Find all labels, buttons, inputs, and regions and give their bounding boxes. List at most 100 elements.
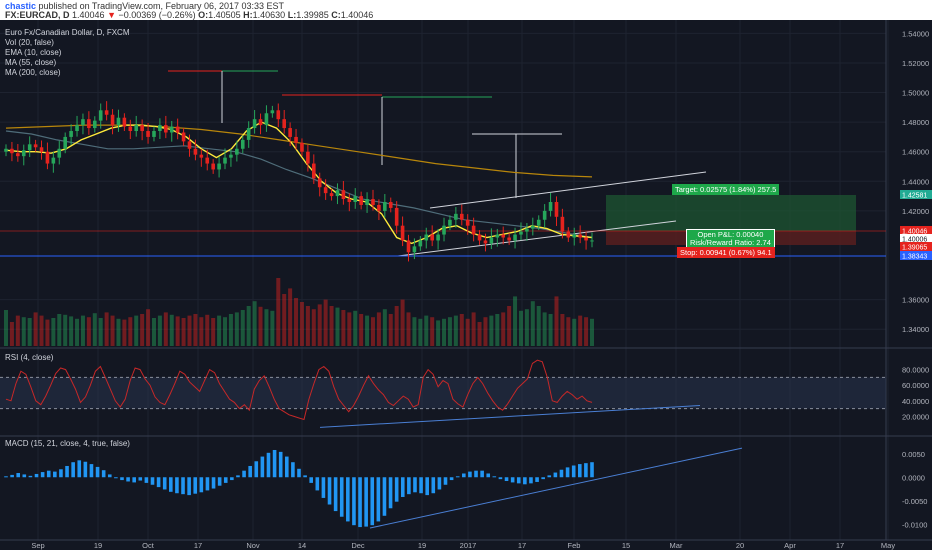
macd-legend[interactable]: MACD (15, 21, close, 4, true, false) [5,439,130,448]
legend-ma200[interactable]: MA (200, close) [5,68,61,77]
legend-title: Euro Fx/Canadian Dollar, D, FXCM [5,28,130,37]
candle-9 [57,148,62,158]
macd-bar-5 [34,473,39,478]
macd-bar-59 [364,477,368,527]
macd-bar-47 [291,462,295,478]
ema10-line [5,121,593,245]
candle-83 [495,234,500,238]
volume-bar-80 [477,322,482,346]
macd-bar-39 [242,470,246,478]
volume-bar-30 [181,318,186,346]
volume-bar-74 [442,318,447,346]
symbol-label: FX:EURCAD, D [5,10,70,20]
price-label-bg-1 [900,226,932,235]
volume-bar-10 [63,314,68,346]
volume-bar-86 [513,296,518,346]
candle-25 [152,131,156,137]
macd-bar-17 [107,474,112,478]
volume-bar-21 [128,317,133,346]
pane-separators [0,20,932,541]
volume-bar-6 [39,315,44,346]
time-tick-1: 19 [94,541,102,550]
volume-bar-9 [57,314,62,346]
author-link[interactable]: chastic [5,1,37,11]
open-label: O: [198,10,209,20]
macd-bar-23 [144,477,149,483]
macd-bar-37 [230,477,234,481]
candle-32 [193,148,198,155]
volume-bar-54 [323,299,328,346]
volume-bar-56 [335,307,340,346]
macd-bar-75 [462,473,466,478]
macd-bar-2 [16,473,21,478]
macd-bar-51 [315,477,320,491]
rsi-pane: 80.0000 60.0000 40.0000 20.0000 [0,359,929,428]
volume-bar-89 [530,301,535,346]
time-tick-5: 14 [298,541,306,550]
macd-bar-9 [59,469,63,478]
volume-bar-77 [459,314,464,346]
volume-bar-4 [27,318,32,346]
volume-bar-19 [116,318,121,346]
volume-bar-59 [353,310,358,346]
chart-area[interactable]: 80.0000 60.0000 40.0000 20.0000 0.0050 0.000… [0,20,932,550]
legend-ma55[interactable]: MA (55, close) [5,58,57,67]
volume-bar-61 [365,315,370,346]
macd-tick-2: -0.0050 [902,497,927,506]
candle-2 [16,153,20,157]
volume-bar-47 [282,294,287,346]
macd-bar-28 [175,477,179,494]
candle-59 [353,196,358,203]
macd-bar-48 [297,468,301,478]
macd-bar-69 [425,477,429,496]
volume-bar-39 [234,312,239,346]
volume-bar-38 [228,314,233,346]
macd-bar-57 [352,477,356,526]
volume-bar-11 [69,316,74,346]
volume-bar-53 [317,304,322,346]
macd-bar-22 [138,477,143,481]
macd-bar-34 [211,477,216,489]
macd-bar-93 [571,465,576,478]
volume-bar-93 [554,296,559,346]
volume-bar-90 [536,306,541,346]
candle-68 [406,240,411,253]
candle-69 [412,246,417,253]
price-label-2: 1.40006 [902,237,927,244]
candle-31 [187,141,192,149]
candle-38 [229,154,233,158]
resistance-trendline [429,171,707,209]
last-price: 1.40046 [72,10,105,20]
volume-bar-36 [217,315,222,346]
candle-8 [51,157,56,164]
volume-bar-81 [483,317,488,346]
candle-55 [329,193,334,197]
macd-bar-14 [89,464,94,478]
rsi-legend[interactable]: RSI (4, close) [5,353,54,362]
candle-65 [388,202,393,208]
macd-bar-33 [205,477,210,491]
macd-bar-46 [284,456,289,478]
macd-bar-90 [553,472,558,478]
macd-bar-15 [95,466,100,478]
volume-bar-25 [151,318,156,346]
candle-90 [536,219,541,226]
macd-bar-65 [400,477,405,497]
legend-vol[interactable]: Vol (20, false) [5,38,54,47]
chart-canvas[interactable]: 80.0000 60.0000 40.0000 20.0000 0.0050 0.000… [0,20,932,550]
candle-64 [383,202,387,211]
volume-bar-63 [376,312,381,346]
legend-ema[interactable]: EMA (10, close) [5,48,62,57]
candle-17 [104,110,109,115]
price-label-1: 1.40046 [902,229,927,236]
volume-bar-14 [86,317,91,346]
macd-trendline [369,447,743,529]
volume-bar-33 [199,317,204,346]
time-tick-8: 2017 [460,541,477,550]
candle-96 [572,234,577,238]
volume-bar-79 [471,312,476,346]
macd-bar-84 [516,477,521,484]
volume-bar-83 [495,314,500,346]
time-tick-16: May [881,541,895,550]
candle-1 [10,148,14,154]
